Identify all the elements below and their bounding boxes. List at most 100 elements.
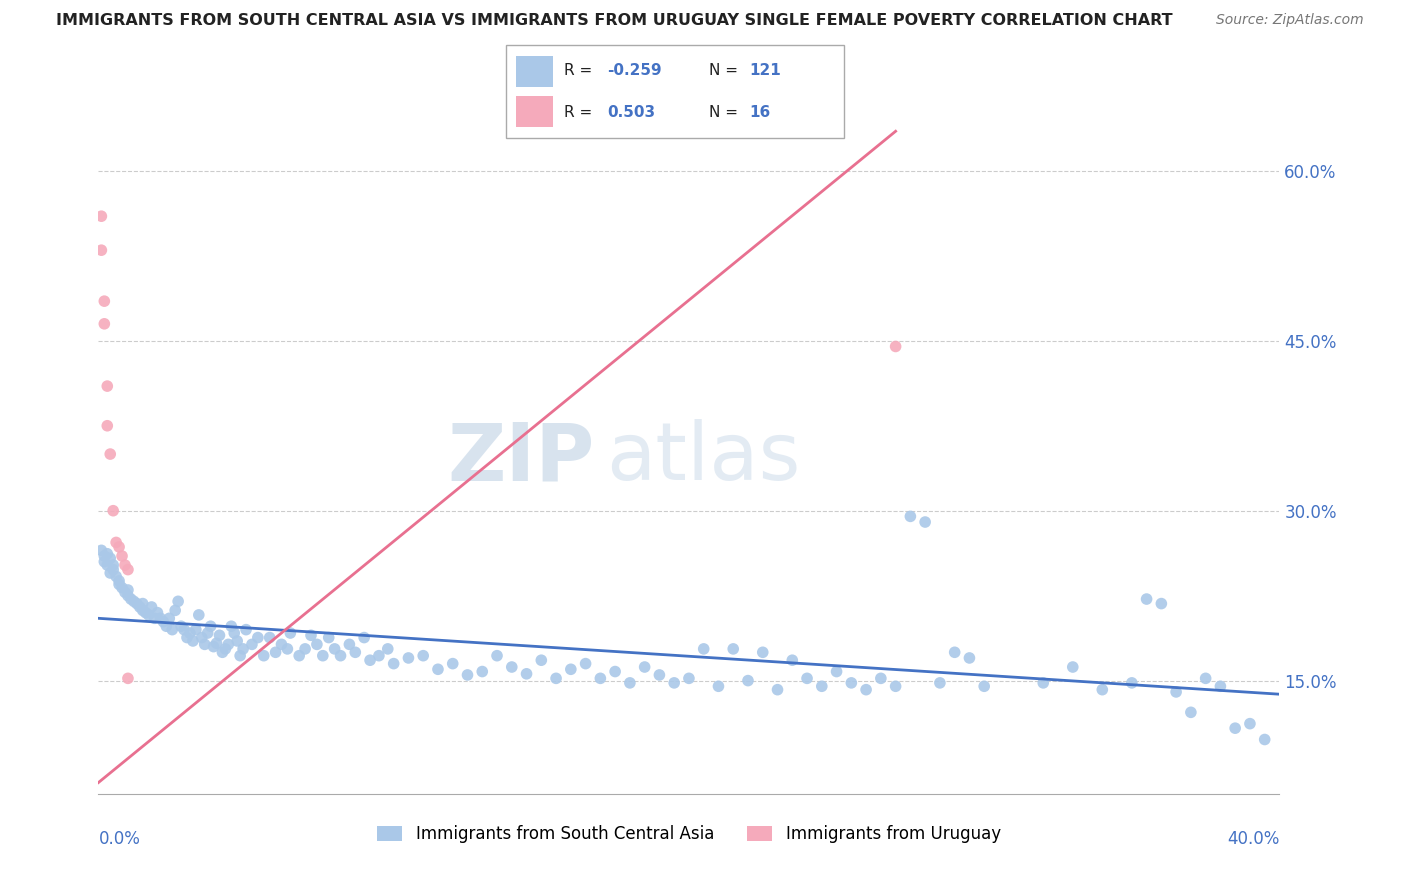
Point: [664, 676, 686, 690]
Point: [869, 671, 891, 685]
Point: [120, 592, 142, 607]
Point: [294, 641, 316, 656]
Point: [194, 637, 217, 651]
Point: [530, 653, 553, 667]
Point: [114, 585, 136, 599]
FancyBboxPatch shape: [516, 56, 554, 87]
Point: [368, 648, 391, 663]
Point: [344, 645, 367, 659]
Point: [278, 626, 302, 640]
Text: IMMIGRANTS FROM SOUTH CENTRAL ASIA VS IMMIGRANTS FROM URUGUAY SINGLE FEMALE POVE: IMMIGRANTS FROM SOUTH CENTRAL ASIA VS IM…: [56, 13, 1173, 29]
Point: [117, 563, 139, 577]
Point: [288, 648, 311, 663]
Text: ZIP: ZIP: [447, 419, 595, 498]
Point: [117, 589, 139, 603]
Point: [122, 594, 145, 608]
Point: [1239, 716, 1261, 731]
Point: [103, 504, 125, 518]
Point: [796, 671, 818, 685]
Point: [1254, 732, 1277, 747]
Point: [1150, 597, 1173, 611]
Point: [205, 636, 228, 650]
Point: [412, 648, 434, 663]
Point: [138, 607, 160, 622]
Point: [751, 645, 773, 659]
Text: 0.0%: 0.0%: [98, 830, 141, 847]
Text: R =: R =: [564, 104, 596, 120]
Point: [441, 657, 464, 671]
Point: [928, 676, 950, 690]
Point: [299, 628, 322, 642]
Point: [693, 641, 716, 656]
Point: [855, 682, 877, 697]
Point: [648, 668, 671, 682]
Point: [377, 641, 399, 656]
Text: 16: 16: [749, 104, 770, 120]
Point: [105, 535, 128, 549]
Point: [90, 543, 112, 558]
Point: [1209, 679, 1232, 693]
Point: [1091, 682, 1114, 697]
Point: [187, 607, 209, 622]
Point: [884, 679, 907, 693]
Point: [312, 648, 335, 663]
Point: [90, 209, 112, 223]
Point: [141, 599, 163, 614]
Point: [1180, 706, 1202, 720]
Point: [93, 317, 115, 331]
Point: [219, 619, 242, 633]
Point: [93, 294, 115, 309]
Point: [605, 665, 627, 679]
Point: [224, 626, 246, 640]
Point: [162, 623, 183, 637]
Point: [103, 558, 125, 572]
Point: [217, 637, 239, 651]
Text: atlas: atlas: [606, 419, 800, 498]
Point: [96, 547, 118, 561]
Point: [226, 634, 249, 648]
Point: [214, 641, 236, 656]
Point: [232, 641, 254, 656]
Point: [167, 594, 190, 608]
Point: [1195, 671, 1218, 685]
Point: [1164, 685, 1187, 699]
Point: [98, 551, 121, 566]
Point: [501, 660, 523, 674]
Point: [329, 648, 352, 663]
Point: [179, 626, 201, 640]
Text: N =: N =: [709, 104, 742, 120]
Point: [515, 666, 537, 681]
Point: [200, 619, 222, 633]
Point: [98, 566, 121, 580]
Point: [170, 619, 193, 633]
Text: 40.0%: 40.0%: [1227, 830, 1279, 847]
Point: [132, 603, 155, 617]
Point: [1032, 676, 1054, 690]
Point: [135, 606, 157, 620]
Point: [96, 418, 118, 433]
Point: [305, 637, 328, 651]
Point: [108, 574, 131, 588]
Point: [678, 671, 700, 685]
Point: [1135, 592, 1157, 607]
Point: [117, 582, 139, 597]
Point: [264, 645, 287, 659]
Point: [149, 611, 172, 625]
Point: [900, 509, 922, 524]
Point: [825, 665, 848, 679]
Point: [574, 657, 596, 671]
Point: [633, 660, 655, 674]
Point: [456, 668, 478, 682]
Point: [128, 599, 150, 614]
Point: [546, 671, 568, 685]
Text: 121: 121: [749, 63, 780, 78]
Point: [93, 549, 115, 563]
Text: -0.259: -0.259: [607, 63, 662, 78]
Point: [884, 339, 907, 353]
Point: [173, 623, 195, 637]
Point: [93, 555, 115, 569]
Point: [486, 648, 509, 663]
Point: [246, 631, 269, 645]
Point: [1121, 676, 1143, 690]
Point: [723, 641, 745, 656]
